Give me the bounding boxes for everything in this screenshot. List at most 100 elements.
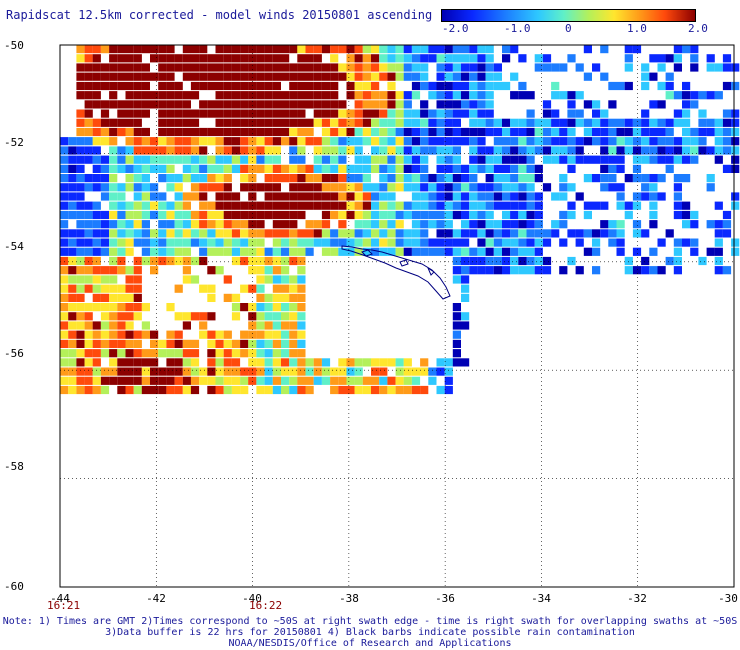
wind-cell — [698, 146, 707, 155]
wind-cell — [682, 127, 691, 137]
wind-cell — [223, 192, 232, 201]
wind-cell — [297, 210, 306, 220]
wind-cell — [281, 321, 290, 330]
wind-cell — [444, 63, 453, 72]
wind-cell — [452, 275, 461, 284]
wind-cell — [125, 266, 134, 275]
wind-cell — [403, 137, 412, 146]
wind-cell — [305, 220, 314, 229]
wind-cell — [411, 238, 421, 247]
wind-cell — [444, 192, 453, 201]
wind-cell — [714, 201, 723, 210]
wind-cell — [371, 100, 380, 109]
wind-cell — [371, 183, 380, 192]
wind-cell — [305, 72, 314, 81]
wind-cell — [567, 201, 576, 210]
wind-cell — [485, 54, 494, 63]
wind-cell — [297, 155, 306, 164]
wind-cell — [158, 45, 167, 54]
wind-cell — [84, 321, 93, 330]
wind-cell — [289, 275, 298, 284]
wind-cell — [395, 210, 404, 220]
wind-cell — [207, 220, 216, 229]
wind-cell — [150, 247, 159, 256]
wind-cell — [362, 118, 371, 127]
wind-cell — [641, 63, 650, 72]
wind-cell — [583, 174, 592, 183]
wind-cell — [624, 174, 633, 183]
wind-cell — [624, 63, 633, 72]
wind-cell — [616, 127, 625, 137]
wind-cell — [190, 183, 200, 192]
wind-cell — [158, 118, 167, 127]
wind-cell — [223, 100, 232, 109]
wind-cell — [141, 81, 150, 91]
wind-cell — [240, 54, 249, 63]
wind-cell — [125, 321, 134, 330]
wind-cell — [534, 63, 543, 72]
wind-cell — [330, 109, 339, 118]
wind-cell — [84, 63, 93, 72]
wind-cell — [223, 118, 232, 127]
wind-cell — [166, 174, 175, 183]
wind-cell — [411, 54, 421, 63]
wind-cell — [477, 45, 486, 54]
wind-cell — [518, 266, 527, 275]
wind-cell — [567, 210, 576, 220]
wind-cell — [256, 118, 265, 127]
wind-cell — [714, 118, 723, 127]
wind-cell — [444, 174, 453, 183]
wind-cell — [231, 146, 241, 155]
wind-cell — [264, 385, 273, 395]
wind-cell — [592, 247, 601, 256]
wind-cell — [190, 358, 200, 367]
wind-cell — [600, 137, 609, 146]
wind-cell — [510, 72, 519, 81]
wind-cell — [657, 63, 666, 72]
wind-cell — [632, 155, 642, 164]
wind-cell — [223, 201, 232, 210]
wind-cell — [248, 155, 257, 164]
wind-cell — [100, 63, 110, 72]
wind-cell — [166, 63, 175, 72]
wind-cell — [100, 385, 110, 395]
wind-cell — [542, 100, 552, 109]
wind-cell — [248, 118, 257, 127]
wind-cell — [690, 210, 699, 220]
wind-cell — [76, 127, 85, 137]
wind-cell — [485, 174, 494, 183]
wind-cell — [518, 220, 527, 229]
wind-cell — [362, 238, 371, 247]
wind-cell — [289, 293, 298, 302]
wind-cell — [305, 201, 314, 210]
wind-cell — [76, 339, 85, 348]
wind-cell — [84, 81, 93, 91]
wind-cell — [436, 367, 445, 376]
wind-cell — [166, 220, 175, 229]
wind-cell — [117, 256, 126, 266]
wind-cell — [575, 146, 584, 155]
wind-cell — [125, 358, 134, 367]
wind-cell — [559, 146, 568, 155]
wind-cell — [731, 137, 740, 146]
wind-cell — [158, 201, 167, 210]
wind-cell — [150, 266, 159, 275]
wind-cell — [231, 81, 241, 91]
wind-cell — [158, 229, 167, 238]
wind-cell — [387, 174, 396, 183]
wind-cell — [371, 72, 380, 81]
wind-cell — [477, 256, 486, 266]
wind-cell — [305, 247, 314, 256]
wind-cell — [534, 192, 543, 201]
wind-cell — [477, 127, 486, 137]
wind-cell — [362, 45, 371, 54]
wind-cell — [493, 146, 502, 155]
wind-cell — [469, 63, 478, 72]
wind-cell — [68, 321, 77, 330]
wind-cell — [166, 118, 175, 127]
wind-cell — [264, 91, 273, 100]
wind-cell — [387, 45, 396, 54]
wind-cell — [100, 127, 110, 137]
wind-cell — [117, 127, 126, 137]
wind-cell — [141, 146, 150, 155]
